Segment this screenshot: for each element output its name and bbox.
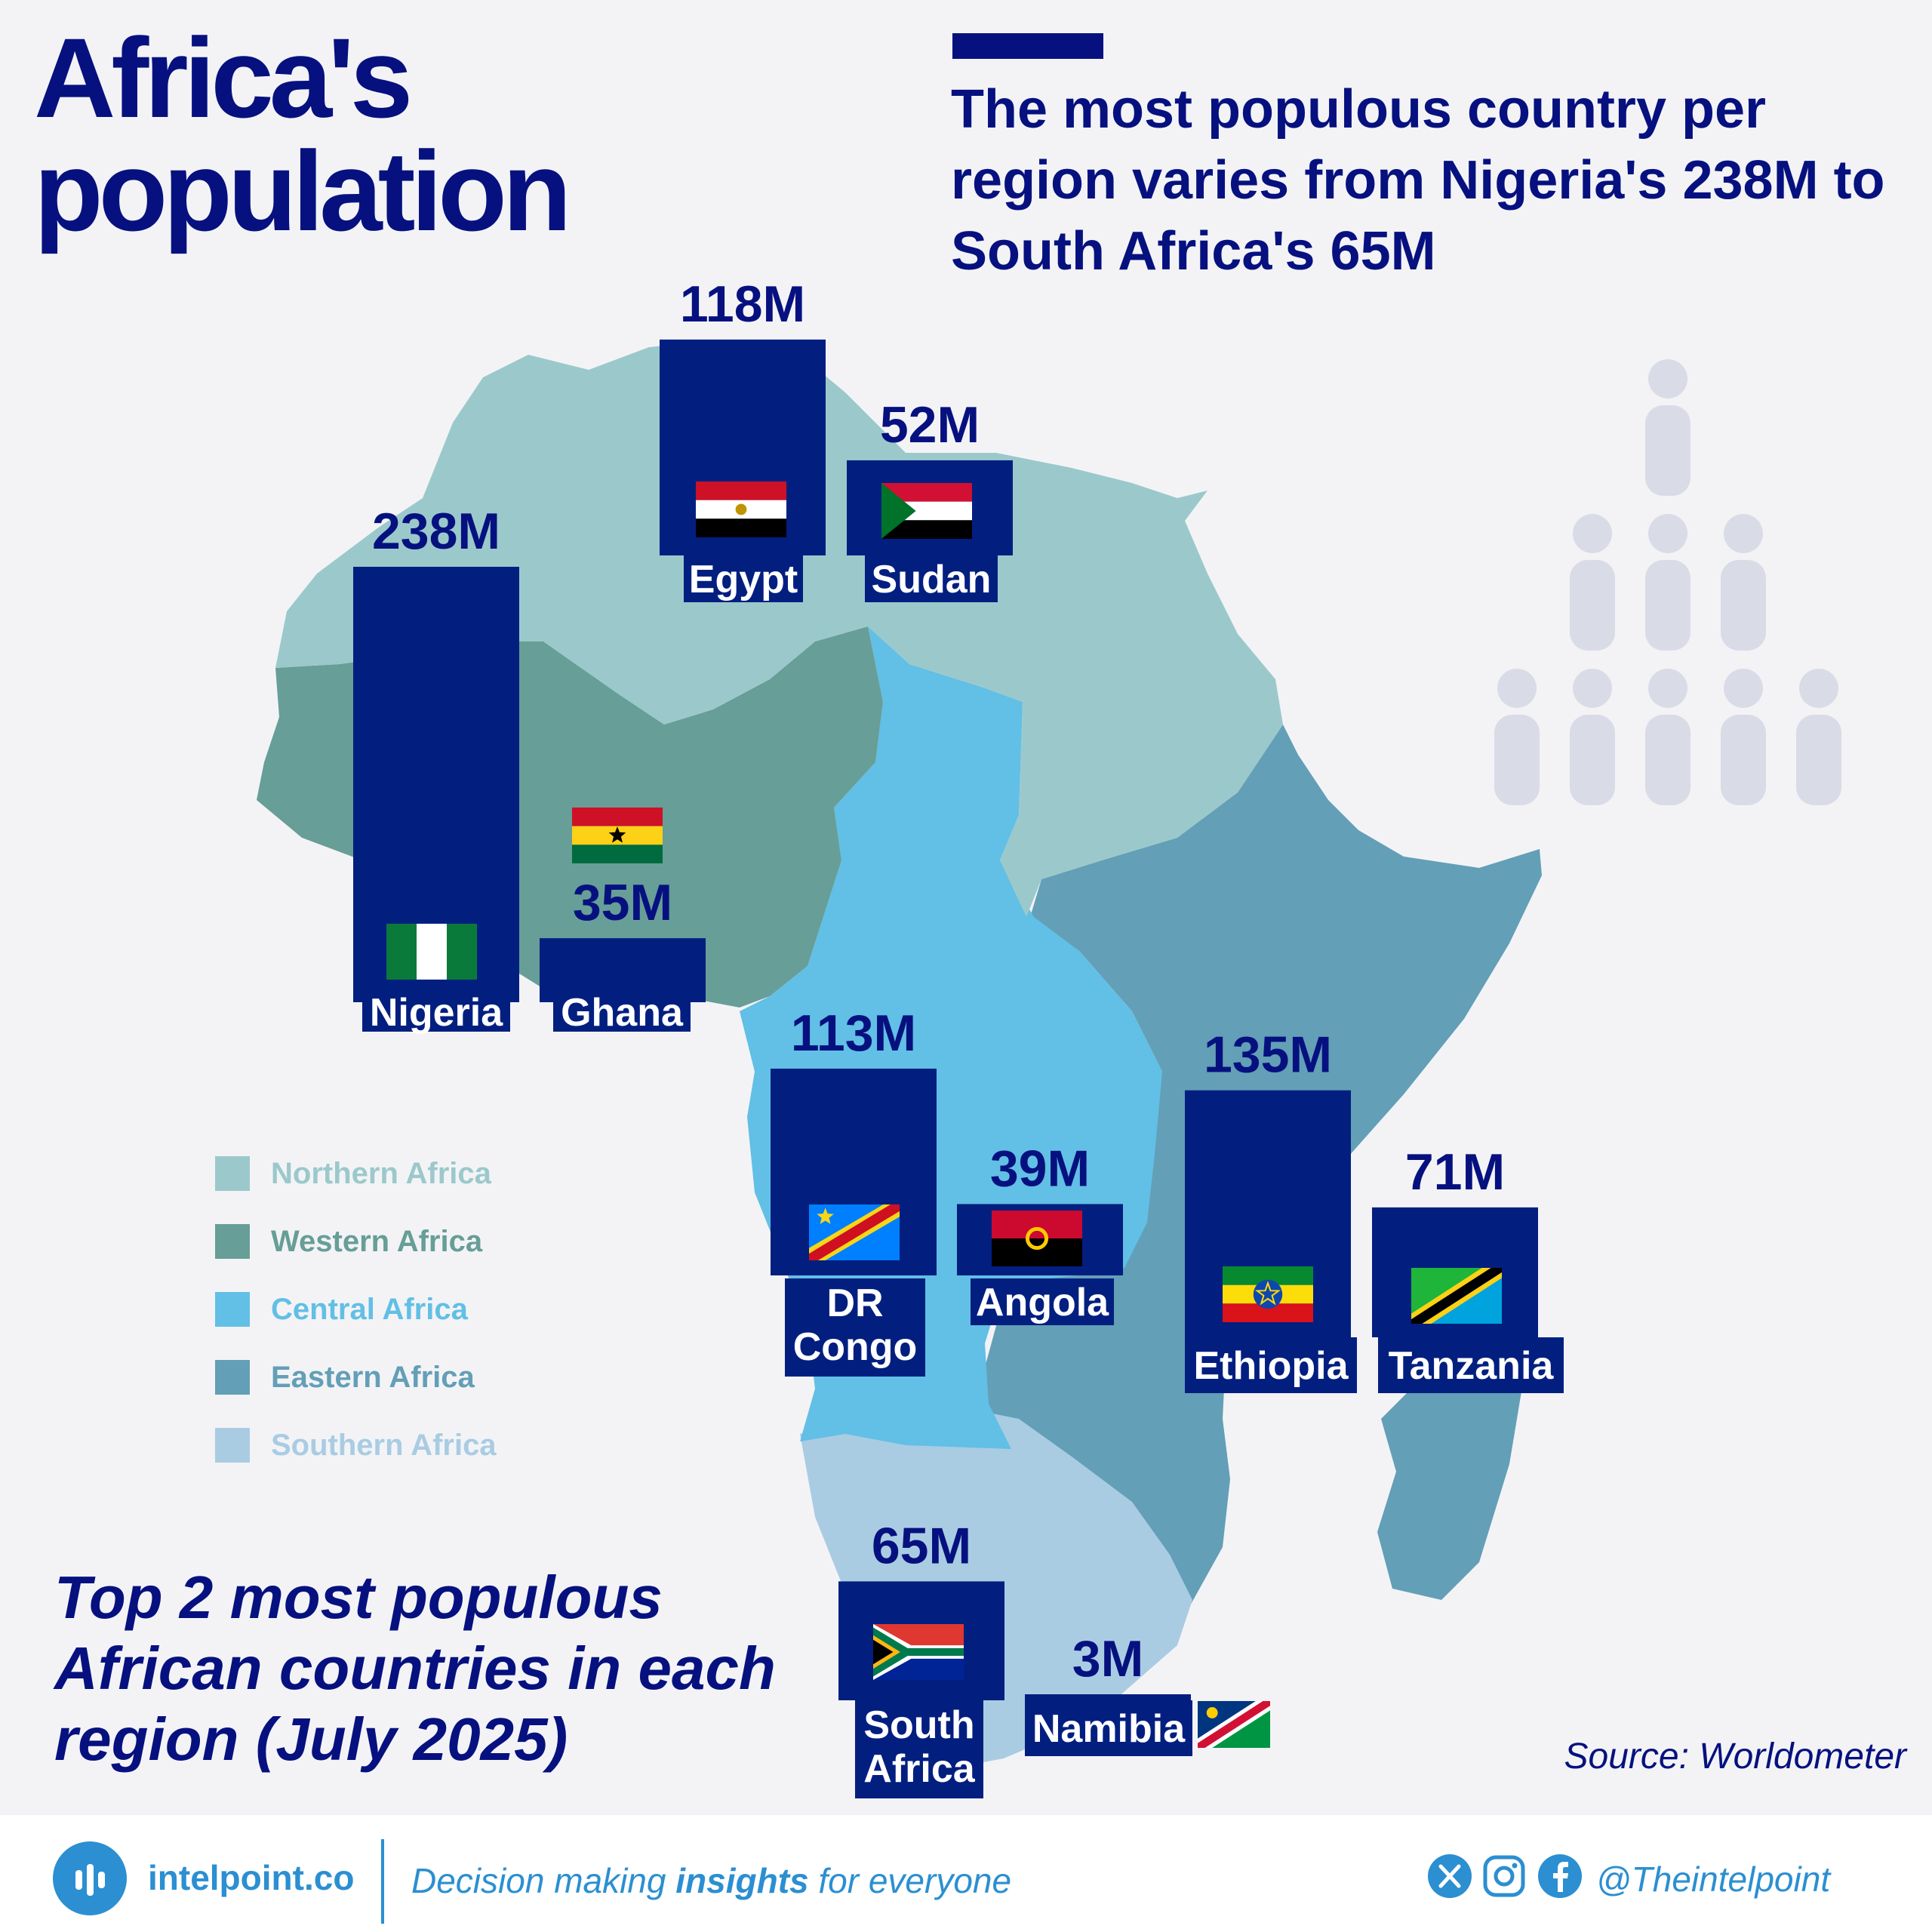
legend-item: Northern Africa <box>215 1140 497 1208</box>
value-label-namibia: 3M <box>1072 1630 1143 1687</box>
bar-namibia <box>1025 1694 1191 1700</box>
country-label-nigeria: Nigeria <box>370 991 503 1035</box>
bars-layer: 238M Nigeria 35M Ghana 118M Egypt 52M Sudan 113M… <box>353 275 1564 1798</box>
country-label-ghana: Ghana <box>561 991 684 1035</box>
legend-item: Eastern Africa <box>215 1343 497 1411</box>
namibia-flag <box>1198 1701 1270 1748</box>
value-label-ethiopia: 135M <box>1204 1026 1332 1084</box>
person-icon <box>1645 359 1690 496</box>
source-note: Source: Worldometer <box>1564 1737 1907 1777</box>
country-label-box-dr-congo <box>785 1278 925 1377</box>
country-label-box-namibia <box>1025 1700 1192 1756</box>
country-label-angola: Angola <box>976 1281 1109 1324</box>
dr-congo-flag <box>809 1204 900 1260</box>
value-label-south-africa: 65M <box>872 1517 971 1574</box>
value-label-nigeria: 238M <box>372 503 500 560</box>
person-icon <box>1721 514 1766 651</box>
country-label-south-africa-line2: Africa <box>863 1747 975 1791</box>
country-label-sudan: Sudan <box>872 558 992 601</box>
legend-swatch <box>215 1224 250 1259</box>
country-label-box-south-africa <box>855 1700 983 1798</box>
tagline-end: for everyone <box>808 1861 1012 1900</box>
value-label-dr-congo: 113M <box>791 1004 916 1062</box>
legend-swatch <box>215 1360 250 1395</box>
intelpoint-logo-icon[interactable] <box>53 1841 127 1915</box>
value-label-angola: 39M <box>990 1140 1090 1197</box>
tagline-bold: insights <box>675 1861 809 1900</box>
tagline-start: Decision making <box>411 1861 676 1900</box>
region-northern-africa <box>275 340 1283 917</box>
footer: intelpoint.co Decision making insights f… <box>0 1815 1932 1932</box>
value-label-tanzania: 71M <box>1405 1143 1505 1201</box>
legend-label: Southern Africa <box>271 1428 497 1462</box>
country-label-tanzania: Tanzania <box>1389 1344 1555 1388</box>
angola-flag <box>992 1211 1082 1266</box>
ghana-flag <box>572 808 663 863</box>
headline: The most populous country per region var… <box>951 79 1885 281</box>
people-icon-group <box>1494 359 1841 805</box>
country-label-namibia: Namibia <box>1032 1707 1186 1751</box>
value-label-sudan: 52M <box>880 396 980 454</box>
legend-item: Western Africa <box>215 1208 497 1275</box>
country-label-egypt: Egypt <box>689 558 798 601</box>
legend-swatch <box>215 1428 250 1463</box>
legend-label: Northern Africa <box>271 1156 491 1190</box>
legend-item: Southern Africa <box>215 1411 497 1479</box>
country-label-dr-congo-line1: DR <box>826 1281 883 1325</box>
person-icon <box>1645 669 1690 805</box>
country-label-box-ghana <box>553 992 691 1032</box>
person-icon <box>1796 669 1841 805</box>
country-label-box-tanzania <box>1378 1337 1564 1393</box>
legend: Northern Africa Western Africa Central A… <box>215 1140 497 1479</box>
instagram-icon[interactable] <box>1481 1853 1527 1900</box>
legend-swatch <box>215 1292 250 1327</box>
subtitle: Top 2 most populous African countries in… <box>54 1564 776 1773</box>
legend-label: Central Africa <box>271 1292 468 1326</box>
value-label-ghana: 35M <box>573 874 672 931</box>
person-icon <box>1721 669 1766 805</box>
footer-divider <box>381 1839 384 1924</box>
facebook-icon[interactable] <box>1537 1853 1583 1900</box>
country-label-south-africa-line1: South <box>863 1703 974 1747</box>
egypt-flag <box>696 481 786 537</box>
ethiopia-flag <box>1223 1266 1313 1322</box>
country-label-ethiopia: Ethiopia <box>1193 1344 1349 1388</box>
country-label-box-nigeria <box>362 992 510 1032</box>
person-icon <box>1570 669 1615 805</box>
value-label-egypt: 118M <box>680 275 805 333</box>
footer-handle[interactable]: @Theintelpoint <box>1596 1860 1831 1899</box>
sudan-flag <box>881 483 972 539</box>
x-icon[interactable] <box>1426 1853 1473 1900</box>
country-label-box-sudan <box>865 555 998 602</box>
bar-ghana <box>540 938 706 1002</box>
legend-swatch <box>215 1156 250 1191</box>
legend-label: Western Africa <box>271 1224 483 1258</box>
country-label-dr-congo-line2: Congo <box>793 1325 918 1369</box>
country-label-box-angola <box>971 1278 1114 1325</box>
person-icon <box>1570 514 1615 651</box>
person-icon <box>1645 514 1690 651</box>
person-icon <box>1494 669 1540 805</box>
south-africa-flag <box>873 1624 964 1680</box>
nigeria-flag <box>386 924 477 980</box>
tanzania-flag <box>1411 1268 1502 1324</box>
legend-item: Central Africa <box>215 1275 497 1343</box>
madagascar-island <box>1377 1328 1524 1600</box>
accent-bar <box>952 33 1103 59</box>
footer-tagline: Decision making insights for everyone <box>411 1860 1011 1901</box>
legend-label: Eastern Africa <box>271 1360 475 1394</box>
country-label-box-ethiopia <box>1185 1337 1357 1393</box>
footer-brand-link[interactable]: intelpoint.co <box>148 1858 355 1897</box>
page-title: Africa's population <box>34 14 571 254</box>
country-label-box-egypt <box>684 555 803 602</box>
